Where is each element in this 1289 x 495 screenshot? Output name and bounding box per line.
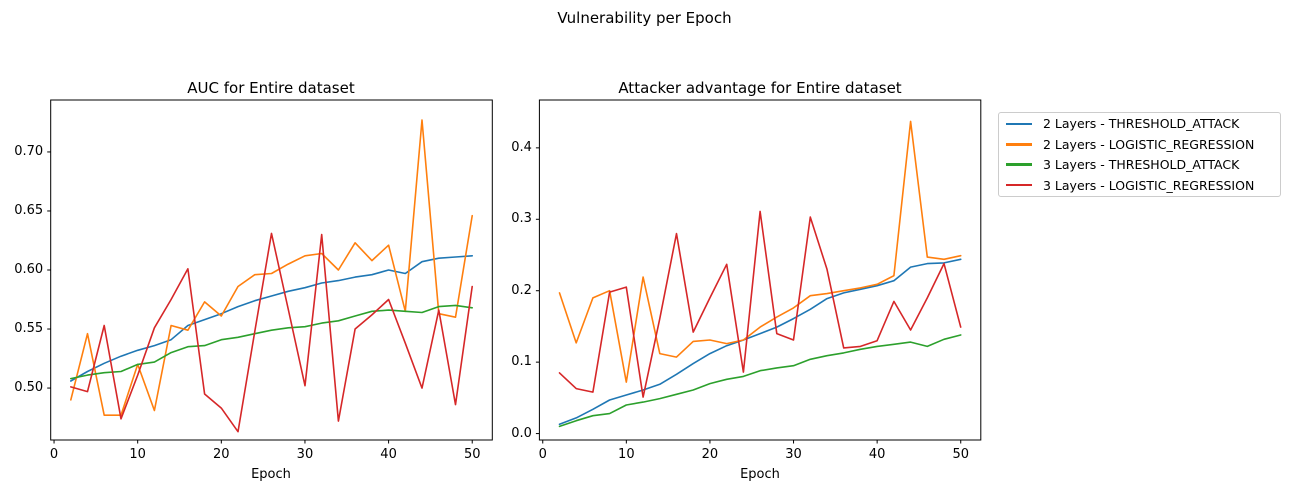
x-tick-label: 0 [538,446,547,462]
legend-label: 2 Layers - THRESHOLD_ATTACK [1043,116,1240,132]
x-tick-label: 10 [129,446,146,462]
series-line-3-layers-logistic-regression [558,210,962,398]
x-tick-label: 20 [213,446,230,462]
y-tick-label: 0.2 [511,282,532,298]
series-line-2-layers-logistic-regression [70,119,474,417]
x-tick-label: 30 [296,446,314,462]
y-tick-label: 0.55 [14,321,44,337]
y-tick-label: 0.70 [14,143,44,159]
legend-item: 2 Layers - LOGISTIC_REGRESSION [999,135,1280,154]
legend-line-swatch [1006,183,1032,187]
figure-suptitle: Vulnerability per Epoch [557,9,732,27]
series-line-3-layers-threshold-attack [558,334,962,428]
y-tick-label: 0.60 [14,262,44,277]
legend: 2 Layers - THRESHOLD_ATTACK 2 Layers - LO… [998,112,1281,197]
y-tick-label: 0.1 [511,354,532,370]
plot-frame [50,99,493,441]
left-plot-title: AUC for Entire dataset [187,79,355,97]
x-tick-label: 10 [618,446,635,462]
plot-frame [538,99,982,441]
x-tick-label: 0 [49,446,59,462]
series-line-3-layers-threshold-attack [70,304,474,380]
x-tick-label: 50 [952,446,969,462]
right-plot-title: Attacker advantage for Entire dataset [618,79,902,97]
x-tick-label: 20 [701,446,719,462]
series-line-2-layers-threshold-attack [558,258,962,426]
x-tick-label: 50 [463,446,481,462]
left-x-axis-label: Epoch [251,467,291,482]
x-tick-label: 40 [380,446,397,462]
y-tick-label: 0.0 [511,425,532,441]
right-x-axis-label: Epoch [740,467,780,482]
legend-item: 3 Layers - THRESHOLD_ATTACK [999,155,1280,174]
legend-line-swatch [1006,163,1032,166]
y-tick-label: 0.3 [511,211,532,227]
series-line-2-layers-logistic-regression [558,120,962,383]
legend-label: 2 Layers - LOGISTIC_REGRESSION [1043,136,1255,152]
x-tick-label: 40 [868,446,886,462]
series-line-3-layers-logistic-regression [70,232,474,433]
y-tick-label: 0.4 [511,139,532,155]
legend-label: 3 Layers - LOGISTIC_REGRESSION [1043,177,1255,193]
legend-line-swatch [1006,142,1032,146]
y-tick-label: 0.65 [14,202,44,218]
legend-item: 2 Layers - THRESHOLD_ATTACK [999,114,1280,133]
legend-label: 3 Layers - THRESHOLD_ATTACK [1043,157,1240,173]
legend-line-swatch [1006,122,1032,126]
series-line-2-layers-threshold-attack [70,255,474,382]
x-tick-label: 30 [785,446,802,462]
legend-item: 3 Layers - LOGISTIC_REGRESSION [999,176,1280,195]
y-tick-label: 0.50 [14,380,44,396]
